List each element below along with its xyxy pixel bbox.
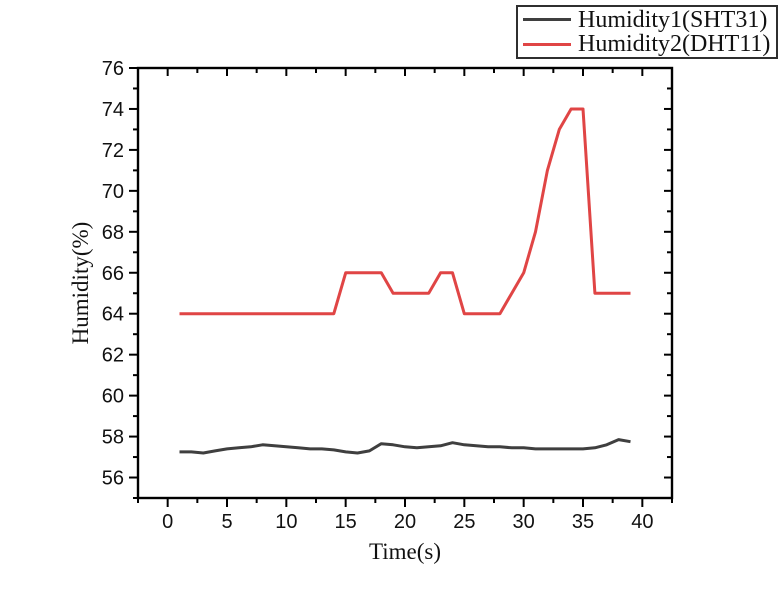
series-line-2: [179, 107, 631, 316]
x-tick-label: 25: [453, 511, 475, 533]
x-axis-title: Time(s): [369, 539, 441, 564]
y-tick-label: 76: [102, 58, 124, 80]
y-tick-label: 74: [102, 99, 124, 121]
legend-entry-humidity1: Humidity1(SHT31): [518, 8, 776, 32]
y-tick-label: 68: [102, 222, 124, 244]
y-axis-title: Humidity(%): [68, 222, 93, 345]
x-tick-label: 35: [572, 511, 594, 533]
y-tick-label: 58: [102, 427, 124, 449]
x-tick-label: 20: [394, 511, 416, 533]
x-tick-label: 0: [162, 511, 173, 533]
plot-frame: [136, 66, 674, 500]
y-tick-label: 66: [102, 263, 124, 285]
legend-line-sample-humidity1: [523, 18, 571, 22]
x-tick-label: 30: [513, 511, 535, 533]
y-tick-label: 56: [102, 468, 124, 490]
y-tick-label: 70: [102, 181, 124, 203]
series-line-1: [179, 438, 631, 455]
legend: Humidity1(SHT31) Humidity2(DHT11): [516, 5, 778, 59]
y-tick-label: 60: [102, 386, 124, 408]
x-tick-label: 5: [221, 511, 232, 533]
y-tick-label: 72: [102, 140, 124, 162]
legend-entry-humidity2: Humidity2(DHT11): [518, 32, 776, 56]
legend-line-sample-humidity2: [523, 42, 571, 46]
y-tick-label: 64: [102, 304, 124, 326]
x-tick-label: 15: [335, 511, 357, 533]
x-tick-label: 10: [275, 511, 297, 533]
y-tick-label: 62: [102, 345, 124, 367]
x-tick-label: 40: [631, 511, 653, 533]
legend-label-humidity1: Humidity1(SHT31): [578, 6, 768, 33]
legend-label-humidity2: Humidity2(DHT11): [578, 31, 771, 58]
